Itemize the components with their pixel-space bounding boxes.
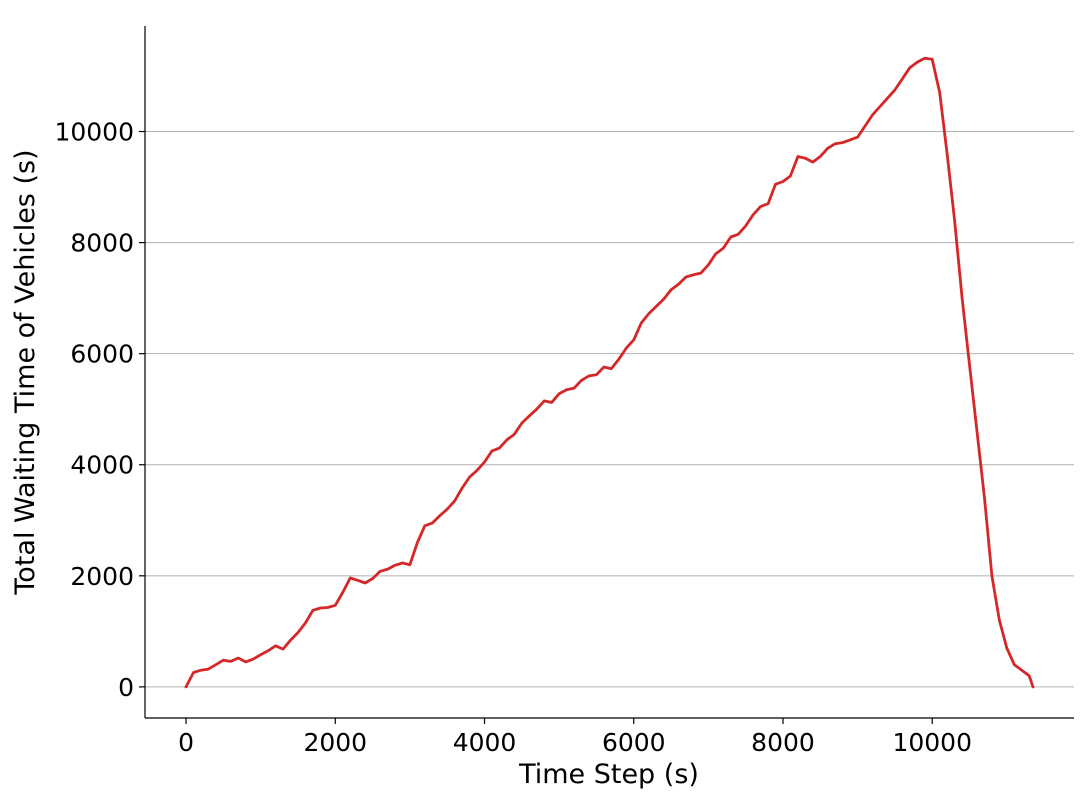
x-axis-ticks: 0 2000 4000 6000 8000 10000 bbox=[178, 718, 972, 757]
y-axis-ticks: 0 2000 4000 6000 8000 10000 bbox=[54, 118, 145, 702]
series-layer bbox=[184, 56, 1035, 689]
x-tick-label: 10000 bbox=[892, 728, 972, 757]
y-tick-label: 10000 bbox=[54, 118, 134, 147]
x-tick-label: 2000 bbox=[303, 728, 367, 757]
x-tick-label: 8000 bbox=[751, 728, 815, 757]
y-tick-label: 6000 bbox=[70, 340, 134, 369]
y-axis-label: Total Waiting Time of Vehicles (s) bbox=[10, 149, 41, 595]
axes bbox=[144, 26, 1074, 719]
y-tick-label: 2000 bbox=[70, 562, 134, 591]
y-tick-label: 0 bbox=[118, 673, 134, 702]
x-axis-label: Time Step (s) bbox=[518, 759, 699, 790]
series-line bbox=[184, 56, 1035, 689]
gridlines bbox=[145, 131, 1074, 688]
y-tick-label: 4000 bbox=[70, 451, 134, 480]
x-tick-label: 6000 bbox=[602, 728, 666, 757]
x-tick-label: 0 bbox=[178, 728, 194, 757]
y-tick-label: 8000 bbox=[70, 229, 134, 258]
x-tick-label: 4000 bbox=[453, 728, 517, 757]
